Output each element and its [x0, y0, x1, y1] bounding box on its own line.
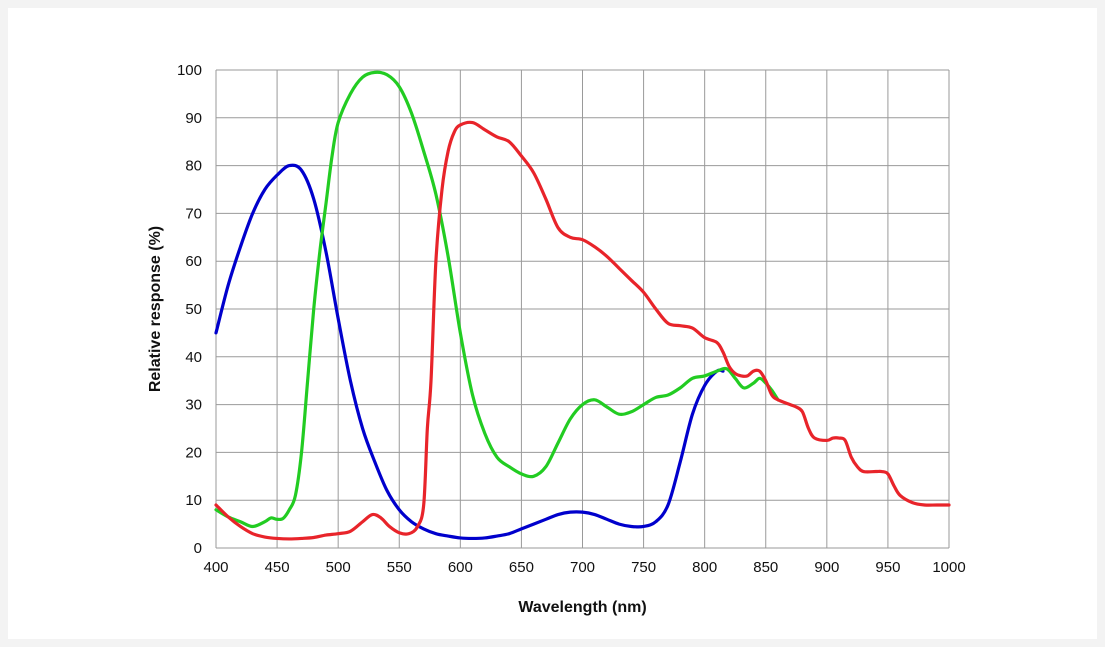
- y-tick-label: 60: [185, 253, 202, 270]
- x-tick-label: 1000: [932, 559, 965, 576]
- series-lines: [214, 70, 951, 541]
- spectral-response-chart: 400 450 500 550 600 650 700 750 800 850 900 950 1000…: [147, 62, 966, 616]
- y-tick-label: 30: [185, 397, 202, 414]
- y-tick-label: 50: [185, 301, 202, 318]
- y-tick-label: 100: [177, 62, 202, 79]
- y-tick-label: 20: [185, 444, 202, 461]
- x-tick-label: 950: [875, 559, 900, 576]
- x-tick-label: 800: [692, 559, 717, 576]
- x-tick-label: 500: [326, 559, 351, 576]
- y-tick-label: 40: [185, 349, 202, 366]
- x-tick-label: 700: [570, 559, 595, 576]
- tick-labels: 400 450 500 550 600 650 700 750 800 850 900 950 1000…: [177, 62, 966, 576]
- x-tick-label: 550: [387, 559, 412, 576]
- x-tick-label: 400: [203, 559, 228, 576]
- green-response-line: [214, 70, 780, 529]
- y-tick-label: 80: [185, 158, 202, 175]
- x-tick-label: 600: [448, 559, 473, 576]
- x-tick-label: 750: [631, 559, 656, 576]
- chart-card: 400 450 500 550 600 650 700 750 800 850 900 950 1000…: [8, 8, 1097, 639]
- x-tick-label: 450: [265, 559, 290, 576]
- y-tick-label: 70: [185, 205, 202, 222]
- y-tick-label: 10: [185, 492, 202, 509]
- y-tick-label: 90: [185, 110, 202, 127]
- y-axis-title: Relative response (%): [147, 226, 164, 392]
- grid: [215, 69, 950, 549]
- red-response-line: [214, 120, 951, 541]
- blue-response-line: [214, 163, 725, 541]
- x-tick-label: 650: [509, 559, 534, 576]
- x-axis-title: Wavelength (nm): [518, 599, 646, 616]
- y-tick-label: 0: [194, 540, 202, 557]
- x-tick-label: 850: [753, 559, 778, 576]
- x-tick-label: 900: [814, 559, 839, 576]
